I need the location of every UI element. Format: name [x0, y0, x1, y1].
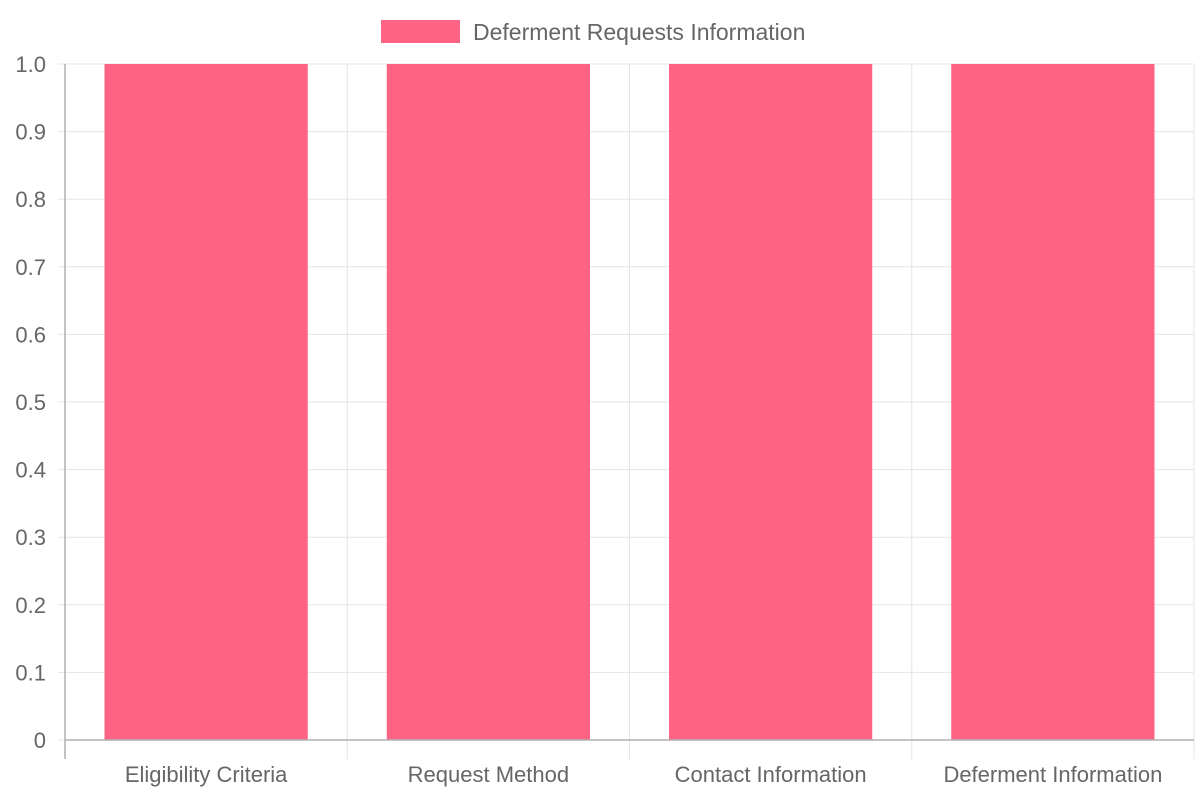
bars	[104, 64, 1155, 740]
bar-deferment-information[interactable]	[951, 64, 1155, 740]
axes	[64, 64, 1194, 759]
x-tick-label: Contact Information	[675, 762, 867, 787]
bar-eligibility-criteria[interactable]	[104, 64, 308, 740]
y-tick-label: 0.8	[15, 187, 46, 212]
y-tick-label: 0.4	[15, 458, 46, 483]
y-tick-label: 0.7	[15, 255, 46, 280]
legend-swatch[interactable]	[381, 20, 460, 43]
x-tick-label: Deferment Information	[943, 762, 1162, 787]
bar-contact-information[interactable]	[669, 64, 873, 740]
bar-request-method[interactable]	[386, 64, 590, 740]
y-tick-label: 0.2	[15, 593, 46, 618]
y-tick-label: 0.5	[15, 390, 46, 415]
y-tick-label: 1.0	[15, 52, 46, 77]
x-tick-label: Request Method	[408, 762, 569, 787]
y-tick-label: 0.3	[15, 525, 46, 550]
y-tick-label: 0.6	[15, 322, 46, 347]
x-tick-label: Eligibility Criteria	[125, 762, 288, 787]
y-tick-label: 0.9	[15, 120, 46, 145]
y-tick-label: 0	[34, 728, 46, 753]
legend[interactable]: Deferment Requests Information	[381, 19, 805, 45]
y-tick-label: 0.1	[15, 660, 46, 685]
x-tick-labels: Eligibility Criteria Request Method Contac…	[125, 762, 1162, 787]
legend-label[interactable]: Deferment Requests Information	[473, 19, 805, 45]
y-tick-labels: 0 0.1 0.2 0.3 0.4 0.5 0.6 0.7 0.8 0.9 1.0	[15, 52, 46, 753]
